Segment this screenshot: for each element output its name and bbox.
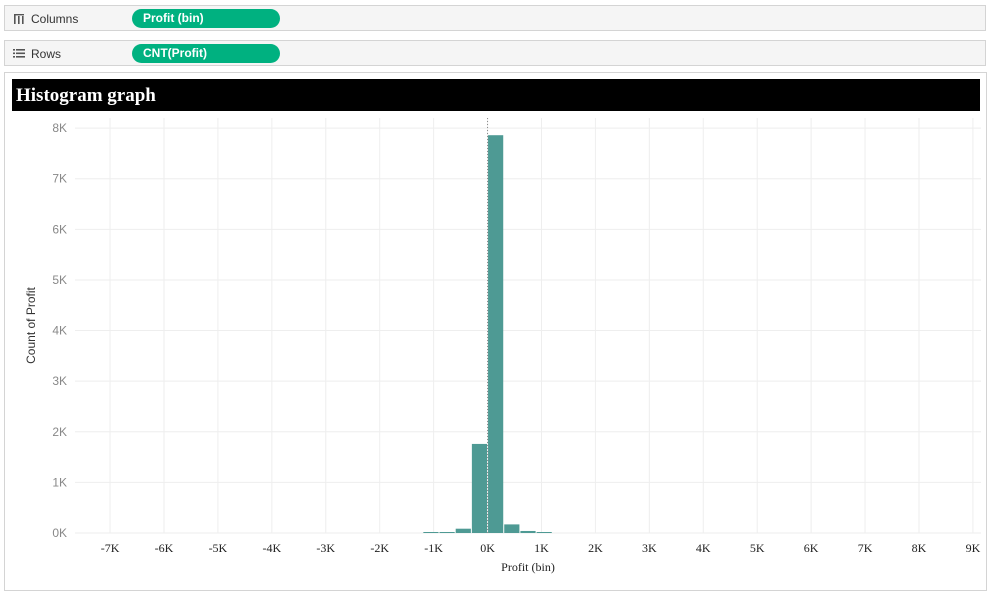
chart-container: Histogram graph 0K 1K 2K 3K 4K 5K 6K 7K 8K -7K -6K… [4, 72, 987, 591]
x-tick-label: 4K [696, 541, 711, 555]
x-tick-label: 5K [750, 541, 765, 555]
y-tick-label: 1K [52, 475, 67, 489]
histogram-bar [439, 532, 455, 533]
rows-icon [12, 46, 26, 60]
y-axis-title: Count of Profit [24, 286, 38, 363]
x-tick-label: -2K [370, 541, 389, 555]
x-tick-label: -3K [316, 541, 335, 555]
rows-shelf: Rows CNT(Profit) [4, 40, 986, 66]
x-tick-label: -7K [101, 541, 120, 555]
histogram-bar [520, 530, 536, 533]
histogram-bar [488, 135, 504, 533]
histogram-chart: 0K 1K 2K 3K 4K 5K 6K 7K 8K -7K -6K -5K -4K -3K -2K -1K 0… [24, 118, 981, 574]
y-tick-label: 7K [52, 172, 67, 186]
rows-shelf-label: Rows [31, 47, 62, 61]
histogram-bar [455, 528, 471, 533]
columns-icon [12, 11, 26, 25]
x-tick-label: 3K [642, 541, 657, 555]
rows-pill[interactable]: CNT(Profit) [132, 44, 280, 63]
chart-title-bar: Histogram graph [12, 79, 980, 111]
x-tick-label: 8K [912, 541, 927, 555]
histogram-bar [536, 532, 552, 533]
histogram-bar [471, 443, 488, 533]
y-tick-label: 3K [52, 374, 67, 388]
histogram-bar [423, 532, 439, 533]
x-tick-label: 2K [588, 541, 603, 555]
x-tick-label: 9K [966, 541, 981, 555]
columns-shelf-label: Columns [31, 12, 79, 26]
x-tick-label: 6K [804, 541, 819, 555]
histogram-bar [504, 524, 520, 533]
x-tick-label: 1K [534, 541, 549, 555]
y-tick-label: 0K [52, 526, 67, 540]
y-tick-label: 5K [52, 273, 67, 287]
y-tick-label: 4K [52, 324, 67, 338]
columns-shelf: Columns Profit (bin) [4, 5, 986, 31]
x-tick-label: 0K [480, 541, 495, 555]
columns-pill[interactable]: Profit (bin) [132, 9, 280, 28]
x-tick-label: 7K [858, 541, 873, 555]
y-tick-label: 6K [52, 222, 67, 236]
x-axis-title: Profit (bin) [501, 560, 555, 574]
x-tick-label: -1K [424, 541, 443, 555]
y-tick-label: 8K [52, 121, 67, 135]
x-tick-label: -6K [155, 541, 174, 555]
y-tick-label: 2K [52, 425, 67, 439]
chart-title: Histogram graph [16, 85, 156, 106]
x-tick-label: -4K [263, 541, 282, 555]
x-tick-label: -5K [209, 541, 228, 555]
